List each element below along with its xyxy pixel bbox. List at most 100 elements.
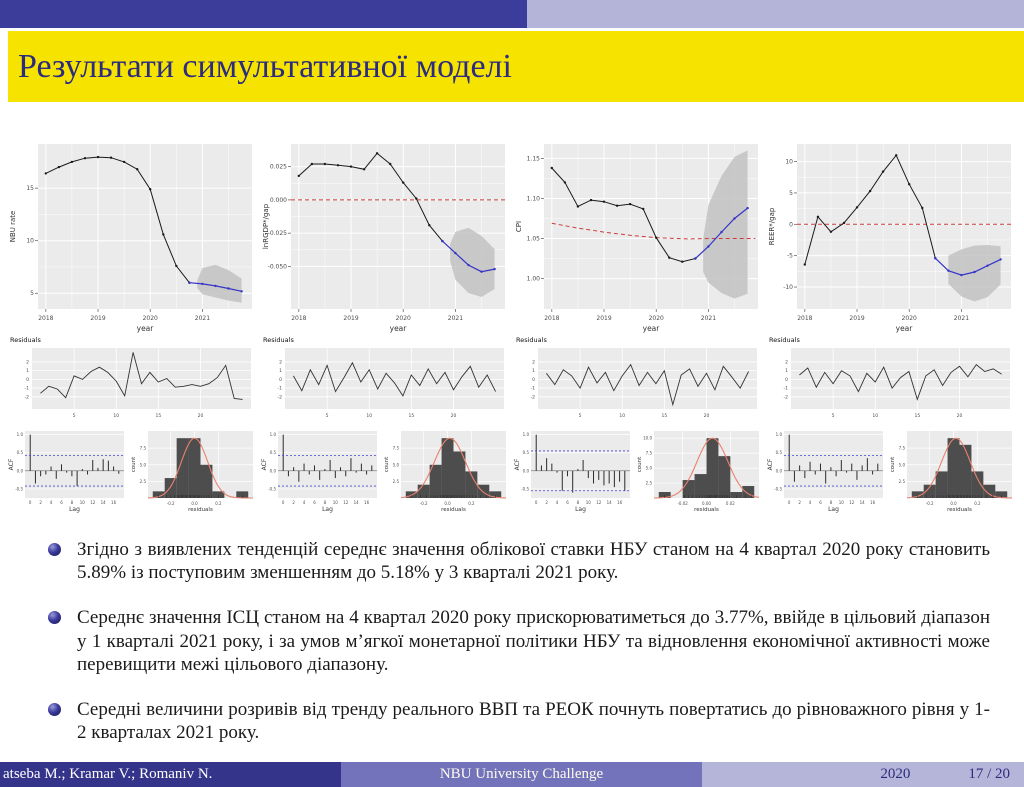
svg-text:-0.5: -0.5 xyxy=(15,486,23,491)
svg-text:-0.025: -0.025 xyxy=(268,230,288,237)
svg-text:5.0: 5.0 xyxy=(646,466,653,471)
svg-text:2021: 2021 xyxy=(195,315,210,322)
svg-text:residuals: residuals xyxy=(441,507,466,513)
svg-text:count: count xyxy=(131,456,137,472)
svg-text:-2: -2 xyxy=(531,394,536,400)
svg-text:1.0: 1.0 xyxy=(776,432,783,437)
svg-text:-0.5: -0.5 xyxy=(774,486,782,491)
svg-text:2: 2 xyxy=(39,500,42,505)
svg-text:1.05: 1.05 xyxy=(527,236,541,243)
svg-text:REER*/gap: REER*/gap xyxy=(768,207,776,245)
top-band xyxy=(0,0,1024,28)
svg-text:15: 15 xyxy=(26,185,34,192)
svg-text:Residuals: Residuals xyxy=(516,336,547,344)
svg-text:2018: 2018 xyxy=(797,315,812,322)
bullet-text-cpi: Середнє значення ІСЦ станом на 4 квартал… xyxy=(77,607,990,675)
svg-text:4: 4 xyxy=(556,500,559,505)
svg-text:2020: 2020 xyxy=(902,315,917,322)
svg-text:2: 2 xyxy=(545,500,548,505)
svg-text:10: 10 xyxy=(586,500,592,505)
svg-text:15: 15 xyxy=(408,413,414,419)
svg-text:-1: -1 xyxy=(25,386,30,392)
svg-text:2.5: 2.5 xyxy=(646,481,653,486)
reer-gap-residuals-chart: -2 -1 0 1 2 5 10 15 20 Residuals xyxy=(769,336,1010,419)
svg-text:10: 10 xyxy=(333,500,339,505)
svg-text:2: 2 xyxy=(26,359,29,365)
svg-text:2.5: 2.5 xyxy=(899,479,906,484)
svg-text:12: 12 xyxy=(90,500,96,505)
svg-text:8: 8 xyxy=(71,500,74,505)
svg-text:0: 0 xyxy=(29,500,32,505)
svg-text:Lag: Lag xyxy=(575,506,586,513)
svg-text:5: 5 xyxy=(832,413,835,419)
gdp-gap-diagnostics-row: 0 2 4 6 8 10 12 14 16 1.0 0.5 0.0 -0.5 Lag ACF -0.2 0.0… xyxy=(260,426,510,514)
svg-text:20: 20 xyxy=(451,413,457,419)
svg-text:-10: -10 xyxy=(783,284,793,291)
svg-text:0.5: 0.5 xyxy=(270,450,277,455)
nbu-rate-acf-chart: 0 2 4 6 8 10 12 14 16 1.0 0.5 0.0 -0.5 Lag ACF xyxy=(8,431,124,513)
title-bar: Результати симультативної моделі xyxy=(8,31,1024,102)
svg-text:ACF: ACF xyxy=(261,458,268,470)
svg-text:2021: 2021 xyxy=(701,315,716,322)
svg-text:20: 20 xyxy=(957,413,963,419)
charts-grid: 15 10 5 2018 2019 2020 2021 year NBU rate -2 -1 0 1… xyxy=(7,138,1017,514)
chart-column-gdp-gap: 0.025 0.000 -0.025 -0.050 2018 2019 2020 2021 ye… xyxy=(260,138,510,514)
svg-text:2018: 2018 xyxy=(544,315,559,322)
svg-text:5: 5 xyxy=(30,290,34,297)
svg-text:1.0: 1.0 xyxy=(523,432,530,437)
svg-text:-1: -1 xyxy=(531,386,536,392)
svg-text:2019: 2019 xyxy=(90,315,105,322)
svg-text:residuals: residuals xyxy=(694,507,719,513)
svg-text:5: 5 xyxy=(579,413,582,419)
svg-text:6: 6 xyxy=(60,500,63,505)
svg-text:count: count xyxy=(890,456,896,472)
nbu-rate-diagnostics-row: 0 2 4 6 8 10 12 14 16 1.0 0.5 0.0 -0.5 Lag ACF -0.2 0.0… xyxy=(7,426,257,514)
svg-text:-0.2: -0.2 xyxy=(420,501,428,506)
svg-text:14: 14 xyxy=(354,500,360,505)
footer-bar: atseba M.; Kramar V.; Romaniv N. NBU Uni… xyxy=(0,762,1024,787)
svg-text:2020: 2020 xyxy=(396,315,411,322)
svg-text:0: 0 xyxy=(789,221,793,228)
ball-bullet-icon xyxy=(48,543,61,556)
svg-text:10: 10 xyxy=(619,413,625,419)
svg-text:residuals: residuals xyxy=(188,507,213,513)
svg-text:15: 15 xyxy=(914,413,920,419)
svg-text:1: 1 xyxy=(532,368,535,374)
svg-text:4: 4 xyxy=(809,500,812,505)
svg-text:-1: -1 xyxy=(278,386,283,392)
svg-text:2: 2 xyxy=(532,359,535,365)
footer-year: 2020 xyxy=(880,766,911,782)
reer-gap-diagnostics-row: 0 2 4 6 8 10 12 14 16 1.0 0.5 0.0 -0.5 Lag ACF -0.2 0.0… xyxy=(766,426,1016,514)
svg-text:lnRGDP*/gap: lnRGDP*/gap xyxy=(262,203,270,249)
cpi-diagnostics-row: 0 2 4 6 8 10 12 14 16 1.0 0.5 0.0 -0.5 Lag ACF -0.02 0.… xyxy=(513,426,763,514)
svg-text:2021: 2021 xyxy=(448,315,463,322)
svg-text:15: 15 xyxy=(155,413,161,419)
bullet-list: Згідно з виявлених тенденцій середнє зна… xyxy=(48,538,990,766)
svg-text:ACF: ACF xyxy=(8,458,15,470)
svg-text:14: 14 xyxy=(860,500,866,505)
svg-text:0.0: 0.0 xyxy=(270,468,277,473)
svg-text:4: 4 xyxy=(50,500,53,505)
svg-text:6: 6 xyxy=(566,500,569,505)
svg-text:16: 16 xyxy=(111,500,117,505)
svg-text:year: year xyxy=(643,324,661,333)
svg-text:7.5: 7.5 xyxy=(899,446,906,451)
svg-text:10: 10 xyxy=(113,413,119,419)
reer-gap-forecast-chart: 10 5 0 -5 -10 2018 2019 2020 2021 year REER*/gap xyxy=(768,144,1011,333)
svg-text:-0.02: -0.02 xyxy=(677,501,688,506)
svg-text:6: 6 xyxy=(313,500,316,505)
svg-text:5: 5 xyxy=(326,413,329,419)
gdp-gap-forecast-chart: 0.025 0.000 -0.025 -0.050 2018 2019 2020 2021 ye… xyxy=(262,144,505,333)
svg-text:ACF: ACF xyxy=(767,458,774,470)
cpi-residuals-chart: -2 -1 0 1 2 5 10 15 20 Residuals xyxy=(516,336,757,419)
svg-text:5: 5 xyxy=(73,413,76,419)
cpi-acf-chart: 0 2 4 6 8 10 12 14 16 1.0 0.5 0.0 -0.5 Lag ACF xyxy=(514,431,630,513)
svg-text:4: 4 xyxy=(303,500,306,505)
svg-text:0.5: 0.5 xyxy=(17,450,24,455)
svg-text:0.0: 0.0 xyxy=(17,468,24,473)
svg-text:0: 0 xyxy=(279,377,282,383)
svg-text:0.0: 0.0 xyxy=(523,468,530,473)
svg-text:2019: 2019 xyxy=(596,315,611,322)
svg-text:2019: 2019 xyxy=(343,315,358,322)
bullet-text-rate: Згідно з виявлених тенденцій середнє зна… xyxy=(77,539,990,584)
